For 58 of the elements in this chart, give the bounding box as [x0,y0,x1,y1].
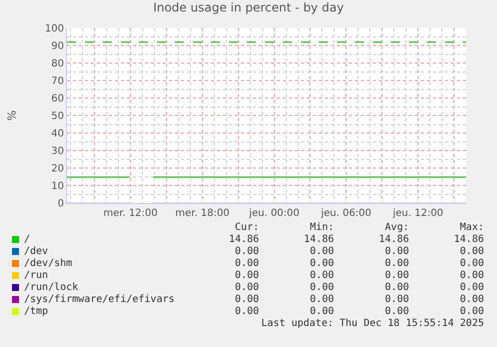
text: 0.00 [234,258,259,270]
text: Last update: Thu Dec 18 15:55:14 2025 [260,318,484,330]
text: 0.00 [308,258,334,270]
y-tick-label: 90 [51,41,64,52]
chart-title: Inode usage in percent - by day [153,0,344,15]
x-tick-label: mer. 12:00 [103,208,158,219]
text: 0.00 [308,282,334,294]
text: 0.00 [458,246,484,258]
legend-label: /dev/shm [24,258,74,270]
text: Min: [308,222,334,234]
y-tick-label: 70 [51,76,64,87]
legend-label: /tmp [24,306,50,319]
text: 0.00 [308,306,334,318]
y-tick-label: 30 [51,146,64,157]
x-tick-label: jeu. 00:00 [248,208,300,219]
y-tick-label: 40 [51,128,64,140]
y-tick-label: 80 [51,58,64,70]
text: 0.00 [308,294,334,306]
text: Max: [458,222,484,234]
text: 0.00 [458,258,484,270]
text: 0.00 [234,282,259,294]
x-tick-label: jeu. 06:00 [320,208,372,219]
text: 0.00 [458,270,484,282]
legend-label: /sys/firmware/efi/efivars [24,294,176,306]
text: 0.00 [234,246,259,258]
y-axis-title: % [6,110,19,121]
y-tick-label: 50 [51,111,64,122]
text: 14.86 [378,234,409,246]
text: 0.00 [384,270,409,282]
x-tick-label: jeu. 12:00 [392,208,444,219]
text: 14.86 [452,234,484,246]
legend-label: / [24,234,32,246]
text: 0.00 [234,270,259,282]
text: 0.00 [384,258,409,270]
text: 0.00 [384,246,409,258]
text: 0.00 [458,282,484,294]
text: 0.00 [458,294,484,306]
text: 0.00 [308,246,334,258]
y-tick-label: 100 [44,24,64,34]
text: Cur: [234,222,259,234]
legend-label: /run [24,270,50,282]
text: 0.00 [384,306,409,318]
text: 0.00 [234,306,259,319]
y-tick-label: 10 [51,181,64,192]
x-tick-label: mer. 18:00 [175,208,230,219]
y-tick-label: 0 [58,198,64,210]
legend-label: /run/lock [24,282,80,294]
y-tick-label: 60 [51,94,64,104]
text: 14.86 [228,234,259,246]
text: 0.00 [234,294,259,306]
text: 14.86 [302,234,334,246]
text: 0.00 [458,306,484,318]
text: 0.00 [384,294,409,306]
text: 0.00 [308,270,334,282]
legend-label: /dev [24,246,50,258]
y-tick-label: 20 [51,164,64,174]
text: 0.00 [384,282,409,294]
text: Avg: [384,222,409,234]
